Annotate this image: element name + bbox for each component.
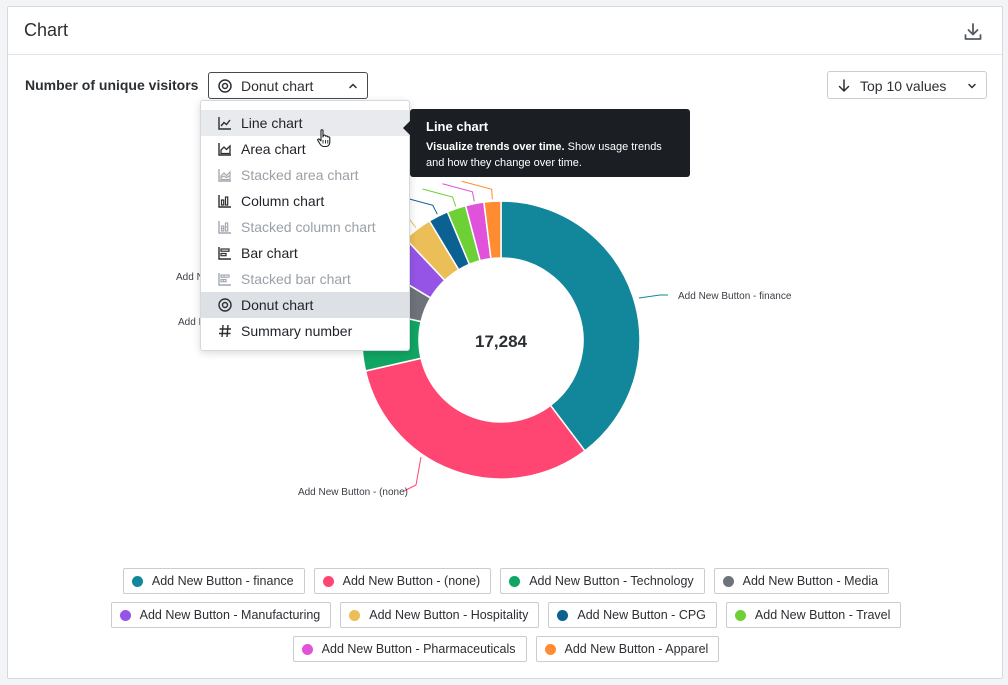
menu-item-label: Stacked column chart	[241, 219, 376, 235]
legend-swatch	[349, 609, 361, 621]
menu-item-label: Bar chart	[241, 245, 298, 261]
menu-item-line-chart[interactable]: Line chart	[201, 110, 409, 136]
legend-item[interactable]: Add New Button - (none)	[313, 568, 492, 594]
slice-label: Add N	[178, 317, 206, 328]
menu-item-label: Line chart	[241, 115, 303, 131]
bar-chart-icon	[218, 247, 231, 260]
legend-label: Add New Button - (none)	[342, 574, 481, 588]
menu-item-label: Column chart	[241, 193, 325, 209]
legend-item[interactable]: Add New Button - Technology	[500, 568, 705, 594]
chevron-up-icon	[349, 83, 357, 89]
area-chart-icon	[218, 143, 231, 156]
chart-type-select[interactable]: Donut chart	[208, 72, 368, 99]
chart-legend: Add New Button - finance Add New Button -…	[8, 568, 1004, 670]
legend-label: Add New Button - Apparel	[564, 642, 709, 656]
legend-item[interactable]: Add New Button - Hospitality	[340, 602, 540, 628]
legend-swatch	[557, 609, 569, 621]
menu-item-stacked-area-chart: Stacked area chart	[201, 162, 409, 188]
donut-chart-icon	[218, 298, 232, 312]
legend-row: Add New Button - Pharmaceuticals Add New …	[8, 636, 1004, 662]
donut-slice[interactable]	[364, 357, 586, 480]
leader-line	[442, 183, 475, 202]
menu-item-stacked-bar-chart: Stacked bar chart	[201, 266, 409, 292]
menu-item-hash[interactable]: Summary number	[201, 318, 409, 344]
donut-slice[interactable]	[483, 200, 502, 260]
metric-label: Number of unique visitors	[25, 77, 199, 93]
panel-title: Chart	[24, 20, 69, 40]
slice-label: Add Ne	[176, 272, 210, 283]
stacked-bar-chart-icon	[218, 273, 231, 286]
tooltip-title: Line chart	[426, 119, 489, 134]
menu-item-area-chart[interactable]: Area chart	[201, 136, 409, 162]
leader-line	[403, 456, 422, 492]
donut-chart-icon	[218, 79, 232, 93]
leader-line	[422, 188, 457, 207]
menu-item-label: Summary number	[241, 323, 353, 339]
arrow-down-icon	[838, 79, 850, 92]
menu-tooltip: Line chart Visualize trends over time. S…	[403, 109, 690, 177]
panel-header: Chart	[8, 7, 1002, 55]
legend-row: Add New Button - finance Add New Button -…	[8, 568, 1004, 594]
legend-swatch	[119, 609, 131, 621]
hash-icon	[219, 324, 231, 338]
legend-row: Add New Button - Manufacturing Add New Bu…	[8, 602, 1004, 628]
menu-item-bar-chart[interactable]: Bar chart	[201, 240, 409, 266]
legend-swatch	[131, 575, 143, 587]
legend-label: Add New Button - Pharmaceuticals	[321, 642, 516, 656]
menu-item-label: Stacked bar chart	[241, 271, 351, 287]
legend-label: Add New Button - Technology	[529, 574, 694, 588]
stacked-area-chart-icon	[218, 169, 231, 182]
menu-item-label: Stacked area chart	[241, 167, 359, 183]
legend-swatch	[734, 609, 746, 621]
legend-item[interactable]: Add New Button - Travel	[725, 602, 902, 628]
menu-item-column-chart[interactable]: Column chart	[201, 188, 409, 214]
legend-swatch	[722, 575, 734, 587]
hand-cursor-icon	[317, 129, 331, 148]
leader-line	[402, 196, 438, 215]
column-chart-icon	[218, 195, 231, 208]
legend-item[interactable]: Add New Button - CPG	[548, 602, 717, 628]
download-icon[interactable]	[962, 21, 984, 43]
legend-item[interactable]: Add New Button - finance	[122, 568, 305, 594]
legend-label: Add New Button - CPG	[577, 608, 706, 622]
legend-swatch	[509, 575, 521, 587]
legend-swatch	[544, 643, 556, 655]
tooltip-body-text: Show usage trends and how they change ov…	[426, 141, 662, 169]
legend-item[interactable]: Add New Button - Apparel	[535, 636, 720, 662]
menu-item-label: Area chart	[241, 141, 306, 157]
menu-item-label: Donut chart	[241, 297, 314, 313]
chevron-down-icon	[968, 83, 976, 89]
tooltip-body-bold: Visualize trends over time.	[426, 141, 565, 153]
menu-item-stacked-column-chart: Stacked column chart	[201, 214, 409, 240]
legend-label: Add New Button - Travel	[754, 608, 891, 622]
donut-slice[interactable]	[500, 200, 641, 452]
legend-label: Add New Button - Manufacturing	[139, 608, 321, 622]
legend-item[interactable]: Add New Button - Pharmaceuticals	[292, 636, 527, 662]
legend-item[interactable]: Add New Button - Media	[713, 568, 890, 594]
legend-swatch	[301, 643, 313, 655]
legend-label: Add New Button - Media	[742, 574, 879, 588]
legend-swatch	[322, 575, 334, 587]
tooltip-body: Visualize trends over time. Show usage t…	[426, 139, 674, 171]
chart-type-menu: Line chart Area chart Stacked area chart Co…	[200, 100, 410, 351]
donut-chart: Add New Button - finance Add New Button -…	[176, 180, 792, 498]
slice-label: Add New Button - finance	[678, 291, 792, 302]
leader-line	[638, 294, 668, 299]
line-chart-icon	[218, 117, 231, 130]
stacked-column-chart-icon	[218, 221, 231, 234]
donut-total: 17,284	[475, 332, 528, 351]
top-values-select[interactable]: Top 10 values	[827, 71, 987, 99]
leader-line	[461, 180, 493, 200]
top-values-label: Top 10 values	[860, 78, 947, 94]
menu-item-donut-chart[interactable]: Donut chart	[201, 292, 409, 318]
slice-label: Add New Button - (none)	[298, 487, 408, 498]
legend-label: Add New Button - finance	[151, 574, 294, 588]
legend-item[interactable]: Add New Button - Manufacturing	[110, 602, 332, 628]
chart-panel: Chart Number of unique visitors Donut ch…	[7, 6, 1003, 679]
chart-type-select-value: Donut chart	[241, 78, 314, 94]
legend-label: Add New Button - Hospitality	[369, 608, 529, 622]
